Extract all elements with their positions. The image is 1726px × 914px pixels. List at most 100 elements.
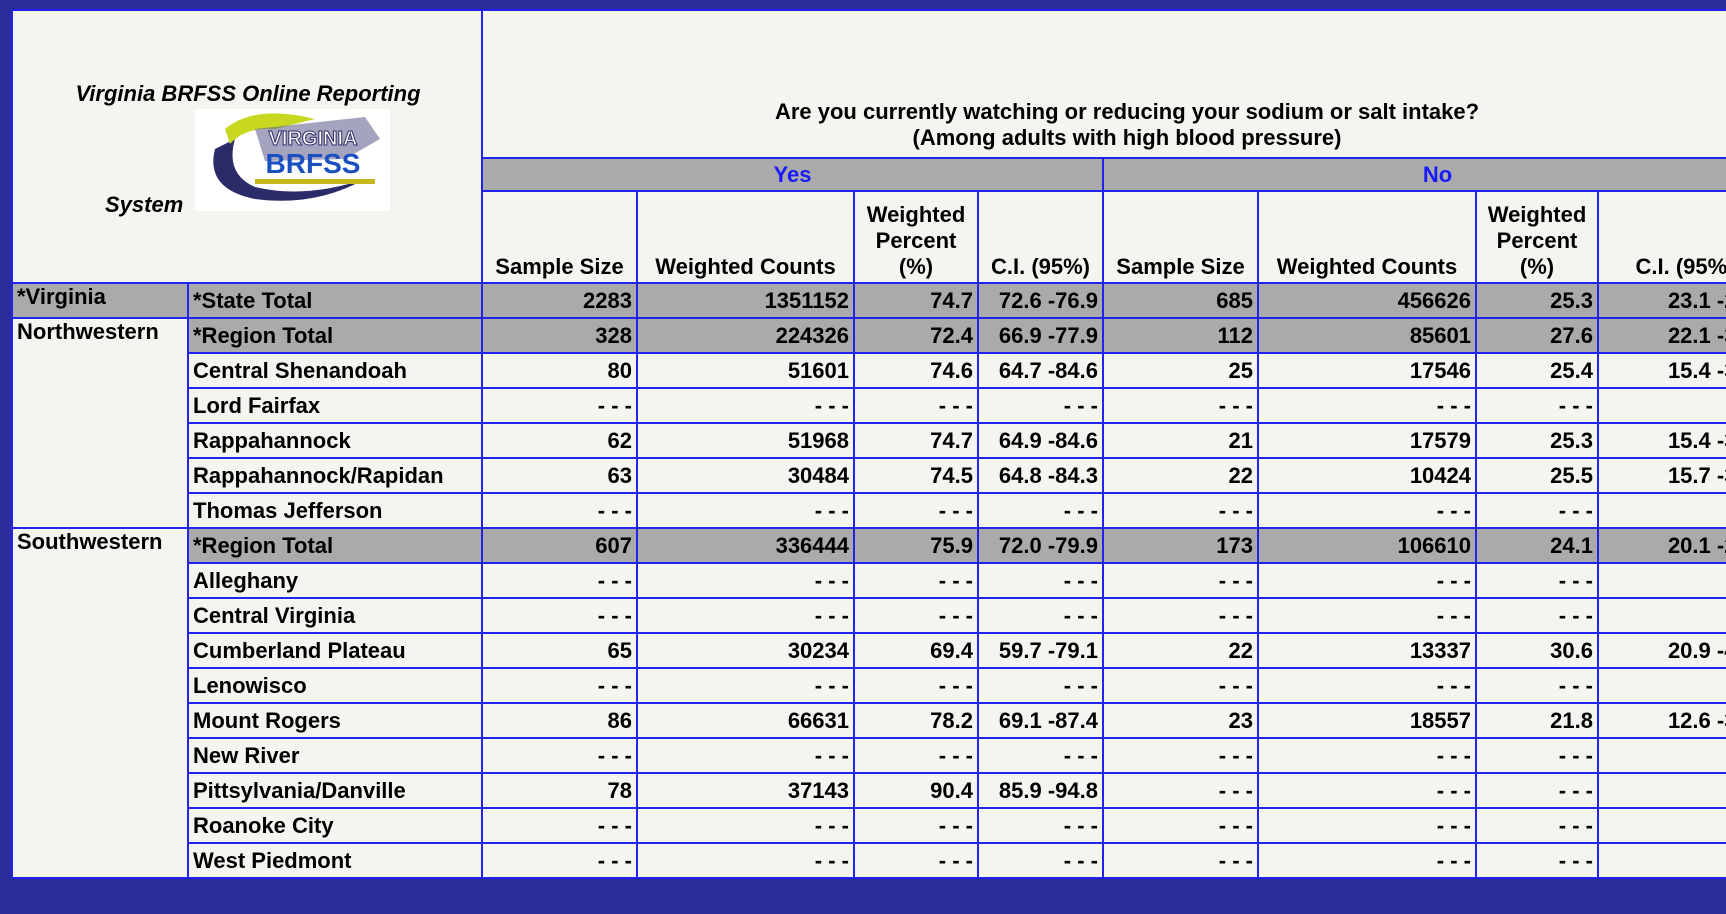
data-cell: - - -: [1257, 492, 1477, 529]
data-cell: 78.2: [853, 702, 979, 739]
table-row: Pittsylvania/Danville 78 37143 90.4 85.9 -94…: [12, 772, 1726, 809]
data-cell: - - -: [1257, 842, 1477, 879]
data-cell: 51968: [636, 422, 855, 459]
data-cell: - - -: [481, 667, 638, 704]
data-cell: 685: [1102, 282, 1259, 319]
question-text: Are you currently watching or reducing y…: [774, 99, 1480, 124]
table-row: Mount Rogers 86 66631 78.2 69.1 -87.4 23 18557…: [12, 702, 1726, 739]
table-row: Cumberland Plateau 65 30234 69.4 59.7 -79.1 2…: [12, 632, 1726, 669]
data-cell: - - -: [1475, 667, 1599, 704]
data-cell: 15.7 -35.2: [1596, 457, 1726, 494]
data-cell: 64.8 -84.3: [977, 457, 1104, 494]
data-cell: 64.7 -84.6: [977, 352, 1104, 389]
row-label: Thomas Jefferson: [187, 492, 483, 529]
data-cell: 22.1 -33.1: [1596, 317, 1726, 354]
data-cell: 65: [481, 632, 638, 669]
data-cell: - - -: [1475, 737, 1599, 774]
data-cell: 15.4 -35.3: [1596, 352, 1726, 389]
group-header: Yes: [481, 157, 1104, 192]
data-cell: - - -: [1596, 772, 1726, 809]
data-cell: 456626: [1257, 282, 1477, 319]
data-cell: 18557: [1257, 702, 1477, 739]
data-cell: 62: [481, 422, 638, 459]
row-label: Central Shenandoah: [187, 352, 483, 389]
data-cell: - - -: [636, 597, 855, 634]
data-cell: 74.7: [853, 282, 979, 319]
row-label: *Region Total: [187, 317, 483, 354]
data-cell: - - -: [1257, 387, 1477, 424]
data-cell: 51601: [636, 352, 855, 389]
title: Virginia BRFSS Online Reporting: [75, 81, 421, 106]
data-cell: - - -: [1596, 667, 1726, 704]
row-label: West Piedmont: [187, 842, 483, 879]
data-cell: - - -: [1475, 842, 1599, 879]
data-cell: - - -: [1596, 387, 1726, 424]
data-cell: 17546: [1257, 352, 1477, 389]
data-cell: - - -: [636, 667, 855, 704]
data-cell: - - -: [1596, 807, 1726, 844]
data-cell: 336444: [636, 527, 855, 564]
row-label: *Region Total: [187, 527, 483, 564]
logo-text: BRFSS: [266, 148, 361, 179]
data-cell: - - -: [1102, 597, 1259, 634]
data-cell: 2283: [481, 282, 638, 319]
data-cell: - - -: [1102, 737, 1259, 774]
title: System: [105, 192, 184, 217]
row-label: Central Virginia: [187, 597, 483, 634]
data-cell: 12.6 -30.9: [1596, 702, 1726, 739]
data-cell: - - -: [1596, 597, 1726, 634]
table-row: Northwestern *Region Total 328 224326 72.4 66…: [11, 317, 1726, 529]
data-cell: - - -: [977, 737, 1104, 774]
data-cell: - - -: [481, 387, 638, 424]
data-cell: 106610: [1257, 527, 1477, 564]
table-row: Southwestern *Region Total 607 336444 75.9 72…: [11, 527, 1726, 879]
logo-text: VIRGINIA: [269, 128, 358, 150]
logo: VIRGINIA BRFSS: [195, 109, 390, 211]
column-header: Sample Size: [1102, 190, 1259, 284]
logo-swoosh: [213, 139, 365, 201]
data-cell: 69.1 -87.4: [977, 702, 1104, 739]
data-cell: 25.3: [1475, 282, 1599, 319]
region-cell: Southwestern: [11, 527, 189, 879]
header-corner: Virginia BRFSS Online Reporting VIRGINIA…: [11, 9, 483, 284]
table-row: *Virginia *State Total 2283 1351152 74.7 72.6…: [11, 282, 1726, 319]
data-cell: - - -: [1475, 492, 1599, 529]
data-cell: 74.7: [853, 422, 979, 459]
data-cell: - - -: [1475, 387, 1599, 424]
data-cell: - - -: [1596, 562, 1726, 599]
row-label: New River: [187, 737, 483, 774]
data-cell: - - -: [481, 492, 638, 529]
table-row: Lord Fairfax - - -- - -- - -- - -- - -- -…: [12, 387, 1726, 424]
logo-bar: [255, 179, 375, 184]
row-label: Rappahannock: [187, 422, 483, 459]
data-cell: 59.7 -79.1: [977, 632, 1104, 669]
data-cell: 72.0 -79.9: [977, 527, 1104, 564]
row-label: Mount Rogers: [187, 702, 483, 739]
data-cell: 25.5: [1475, 457, 1599, 494]
row-label: Pittsylvania/Danville: [187, 772, 483, 809]
data-cell: - - -: [1475, 807, 1599, 844]
data-cell: 86: [481, 702, 638, 739]
data-cell: - - -: [853, 667, 979, 704]
column-header: Weighted Percent (%): [1475, 190, 1599, 284]
data-cell: 30234: [636, 632, 855, 669]
data-cell: 37143: [636, 772, 855, 809]
data-cell: 224326: [636, 317, 855, 354]
data-cell: 78: [481, 772, 638, 809]
column-header: Weighted Counts: [636, 190, 855, 284]
row-label: Rappahannock/Rapidan: [187, 457, 483, 494]
row-label: Cumberland Plateau: [187, 632, 483, 669]
data-cell: - - -: [977, 387, 1104, 424]
question: Are you currently watching or reducing y…: [480, 9, 1726, 159]
data-cell: 66631: [636, 702, 855, 739]
logo-state: [255, 117, 380, 161]
region-cell: *Virginia: [11, 282, 189, 319]
group-header: No: [1101, 157, 1726, 192]
report-table: Virginia BRFSS Online Reporting VIRGINIA…: [11, 9, 1726, 879]
data-cell: - - -: [1257, 737, 1477, 774]
data-cell: - - -: [977, 597, 1104, 634]
data-cell: 25: [1102, 352, 1259, 389]
data-cell: - - -: [1257, 807, 1477, 844]
table-row: Lenowisco - - -- - -- - -- - -- - -- - --…: [12, 667, 1726, 704]
